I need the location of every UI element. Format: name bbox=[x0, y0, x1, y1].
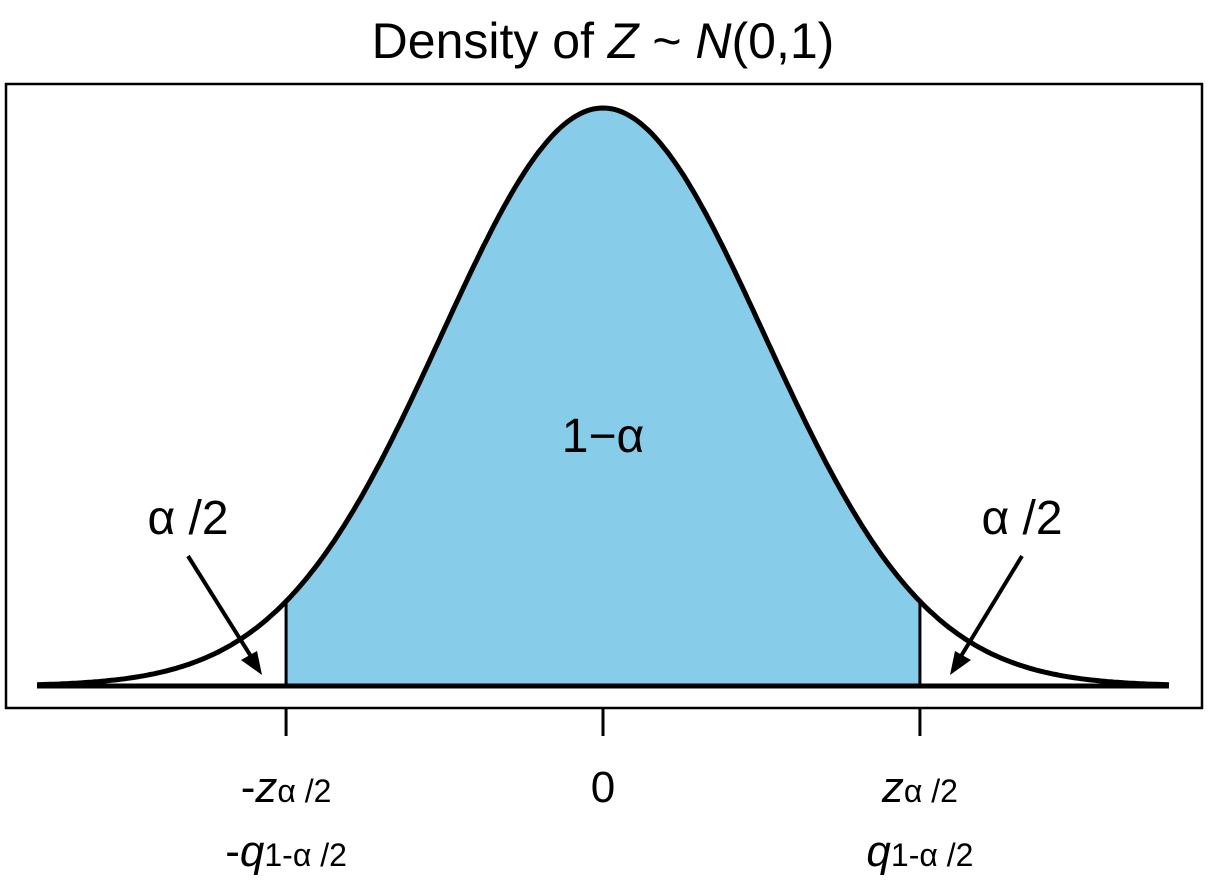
x-axis-ticks: -zα /2-q1-α /20 zα /2q1-α /2 bbox=[225, 708, 973, 876]
chart-title: Density of Z ~ N(0,1) bbox=[372, 13, 835, 69]
x-tick-label-secondary: -q1-α /2 bbox=[225, 827, 347, 876]
x-tick-label-secondary-main: q bbox=[240, 827, 265, 876]
x-tick-label-secondary: q1-α /2 bbox=[866, 827, 973, 876]
left-tail-label: α /2 bbox=[147, 492, 228, 545]
x-tick-label-secondary-main: q bbox=[866, 827, 891, 876]
x-tick-label-main: 0 bbox=[591, 763, 615, 812]
title-params: (0,1) bbox=[732, 13, 835, 69]
x-tick-label-secondary-subscript: 1-α /2 bbox=[891, 837, 974, 873]
right-tail-arrow bbox=[950, 554, 1024, 675]
x-tick-label-subscript: α /2 bbox=[904, 773, 958, 809]
x-tick-label: zα /2 bbox=[881, 763, 958, 812]
x-tick-label-sign: - bbox=[241, 763, 256, 812]
x-tick-label-subscript: α /2 bbox=[277, 773, 331, 809]
x-tick-label: -zα /2 bbox=[241, 763, 332, 812]
x-tick-label-secondary-subscript: 1-α /2 bbox=[264, 837, 347, 873]
left-tail-arrow bbox=[186, 554, 262, 675]
title-variable: Z bbox=[607, 13, 640, 69]
x-tick-label-main: z bbox=[881, 763, 904, 812]
x-tick-label: 0 bbox=[591, 763, 615, 812]
center-area-fill bbox=[286, 108, 920, 686]
right-tail-label: α /2 bbox=[981, 492, 1062, 545]
x-tick-label-secondary-sign: - bbox=[225, 827, 240, 876]
x-tick-label-main: z bbox=[254, 763, 277, 812]
density-curve bbox=[37, 105, 1170, 688]
title-prefix: Density of bbox=[372, 13, 608, 69]
title-distribution: N bbox=[695, 13, 732, 69]
center-area-label: 1−α bbox=[562, 410, 644, 463]
title-tilde: ~ bbox=[638, 13, 695, 69]
